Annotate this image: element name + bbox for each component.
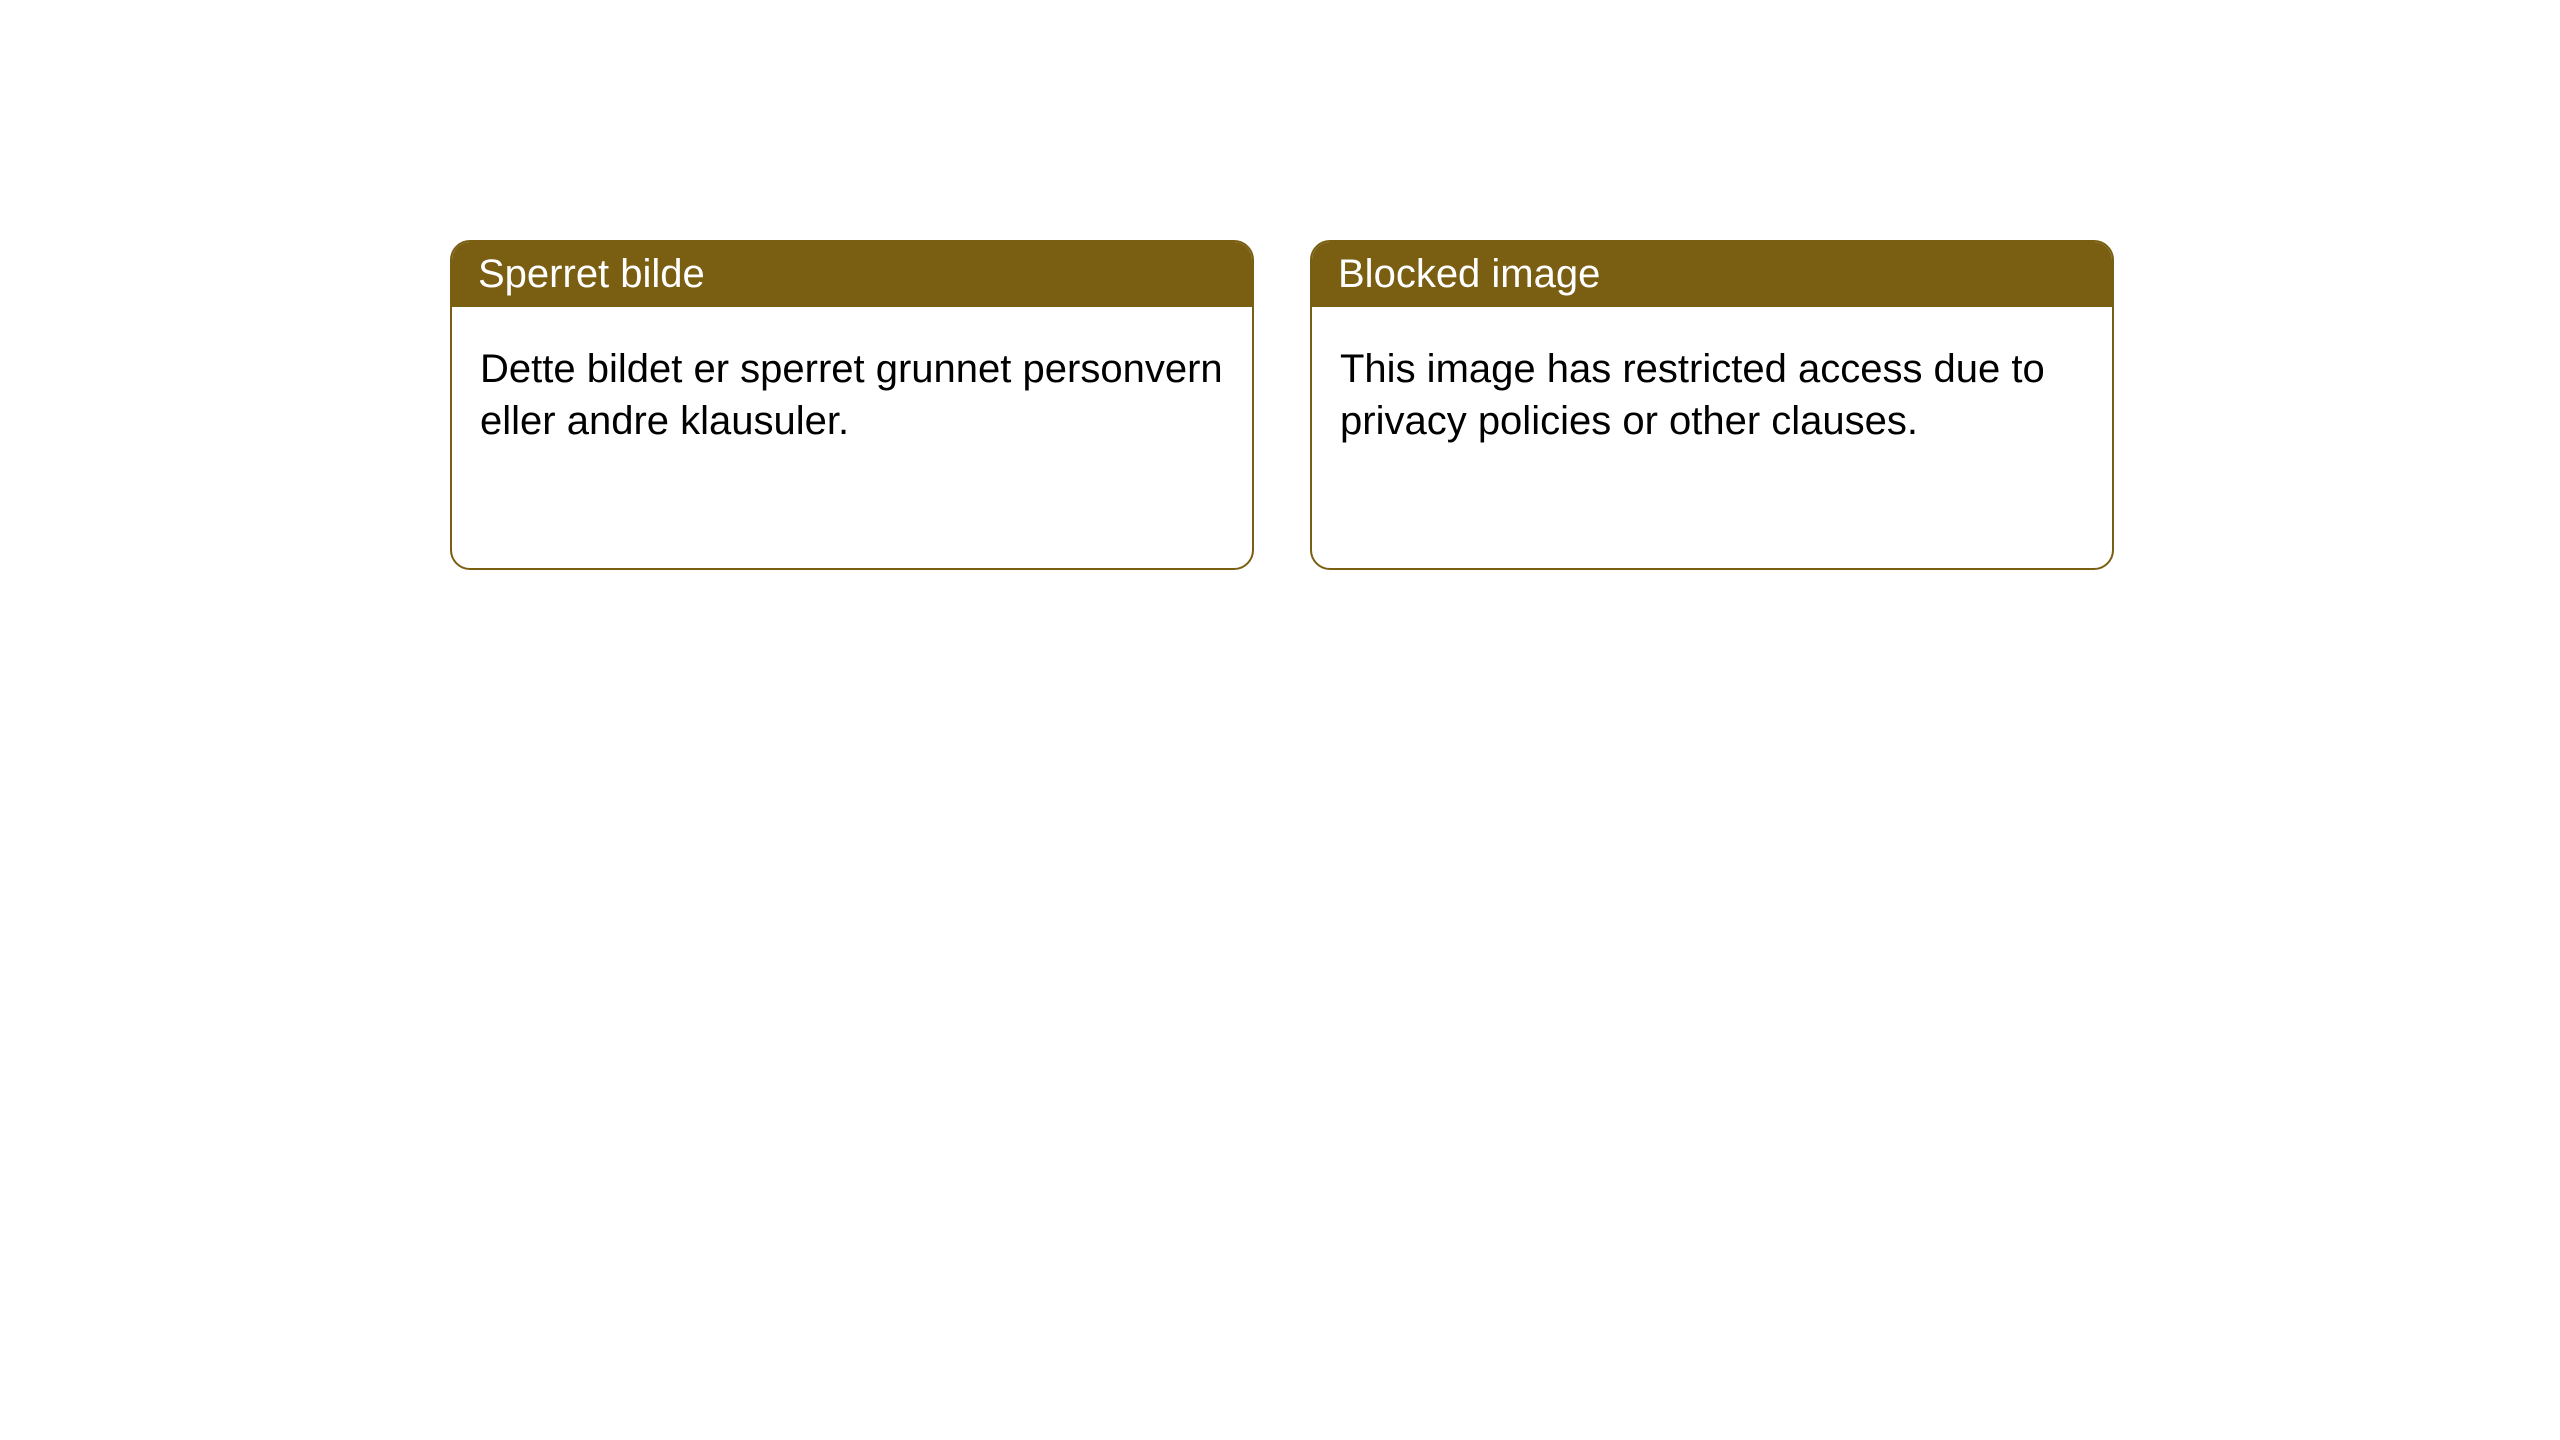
card-body-text: This image has restricted access due to … bbox=[1340, 347, 2045, 443]
card-body: This image has restricted access due to … bbox=[1312, 307, 2112, 483]
card-body: Dette bildet er sperret grunnet personve… bbox=[452, 307, 1252, 483]
card-header: Sperret bilde bbox=[452, 242, 1252, 307]
blocked-image-card-no: Sperret bilde Dette bildet er sperret gr… bbox=[450, 240, 1254, 570]
card-body-text: Dette bildet er sperret grunnet personve… bbox=[480, 347, 1223, 443]
card-title: Blocked image bbox=[1338, 252, 1600, 296]
card-title: Sperret bilde bbox=[478, 252, 705, 296]
card-header: Blocked image bbox=[1312, 242, 2112, 307]
blocked-image-card-en: Blocked image This image has restricted … bbox=[1310, 240, 2114, 570]
notice-container: Sperret bilde Dette bildet er sperret gr… bbox=[0, 0, 2560, 570]
